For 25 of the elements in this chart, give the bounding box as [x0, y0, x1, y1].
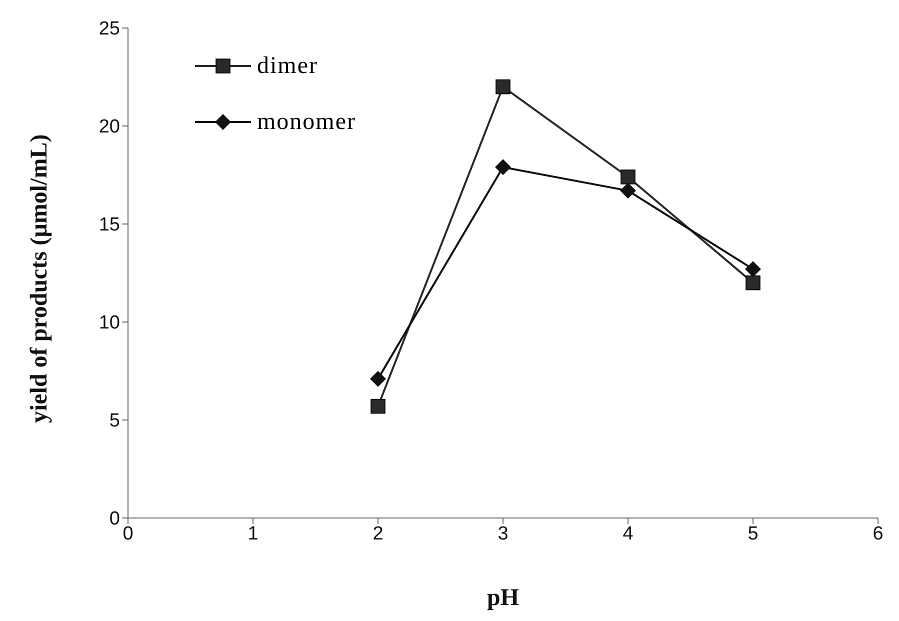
point	[620, 182, 636, 199]
y-tick-label: 0	[109, 508, 120, 530]
y-tick-label: 5	[109, 410, 120, 432]
y-tick-label: 20	[98, 116, 120, 138]
legend-label: monomer	[257, 108, 356, 136]
point	[746, 275, 760, 290]
y-tick-label: 25	[98, 18, 120, 40]
x-tick-label: 3	[498, 523, 508, 544]
x-tick-label: 0	[122, 523, 134, 544]
legend-label: dimer	[257, 52, 318, 80]
y-tick-label: 10	[98, 312, 120, 334]
x-tick-label: 4	[622, 523, 634, 544]
point	[495, 159, 511, 176]
point	[370, 398, 386, 414]
point	[370, 370, 386, 387]
point	[745, 261, 761, 278]
x-tick-label: 2	[372, 523, 384, 544]
x-axis-title: pH	[486, 585, 520, 612]
x-tick-label: 1	[248, 523, 258, 544]
x-tick-label: 5	[748, 523, 758, 544]
y-tick-label: 15	[98, 214, 120, 236]
point	[496, 79, 510, 94]
y-axis-title: yield of products (µmol/mL)	[26, 134, 53, 423]
point	[620, 170, 636, 184]
x-tick-label: 6	[872, 523, 884, 544]
